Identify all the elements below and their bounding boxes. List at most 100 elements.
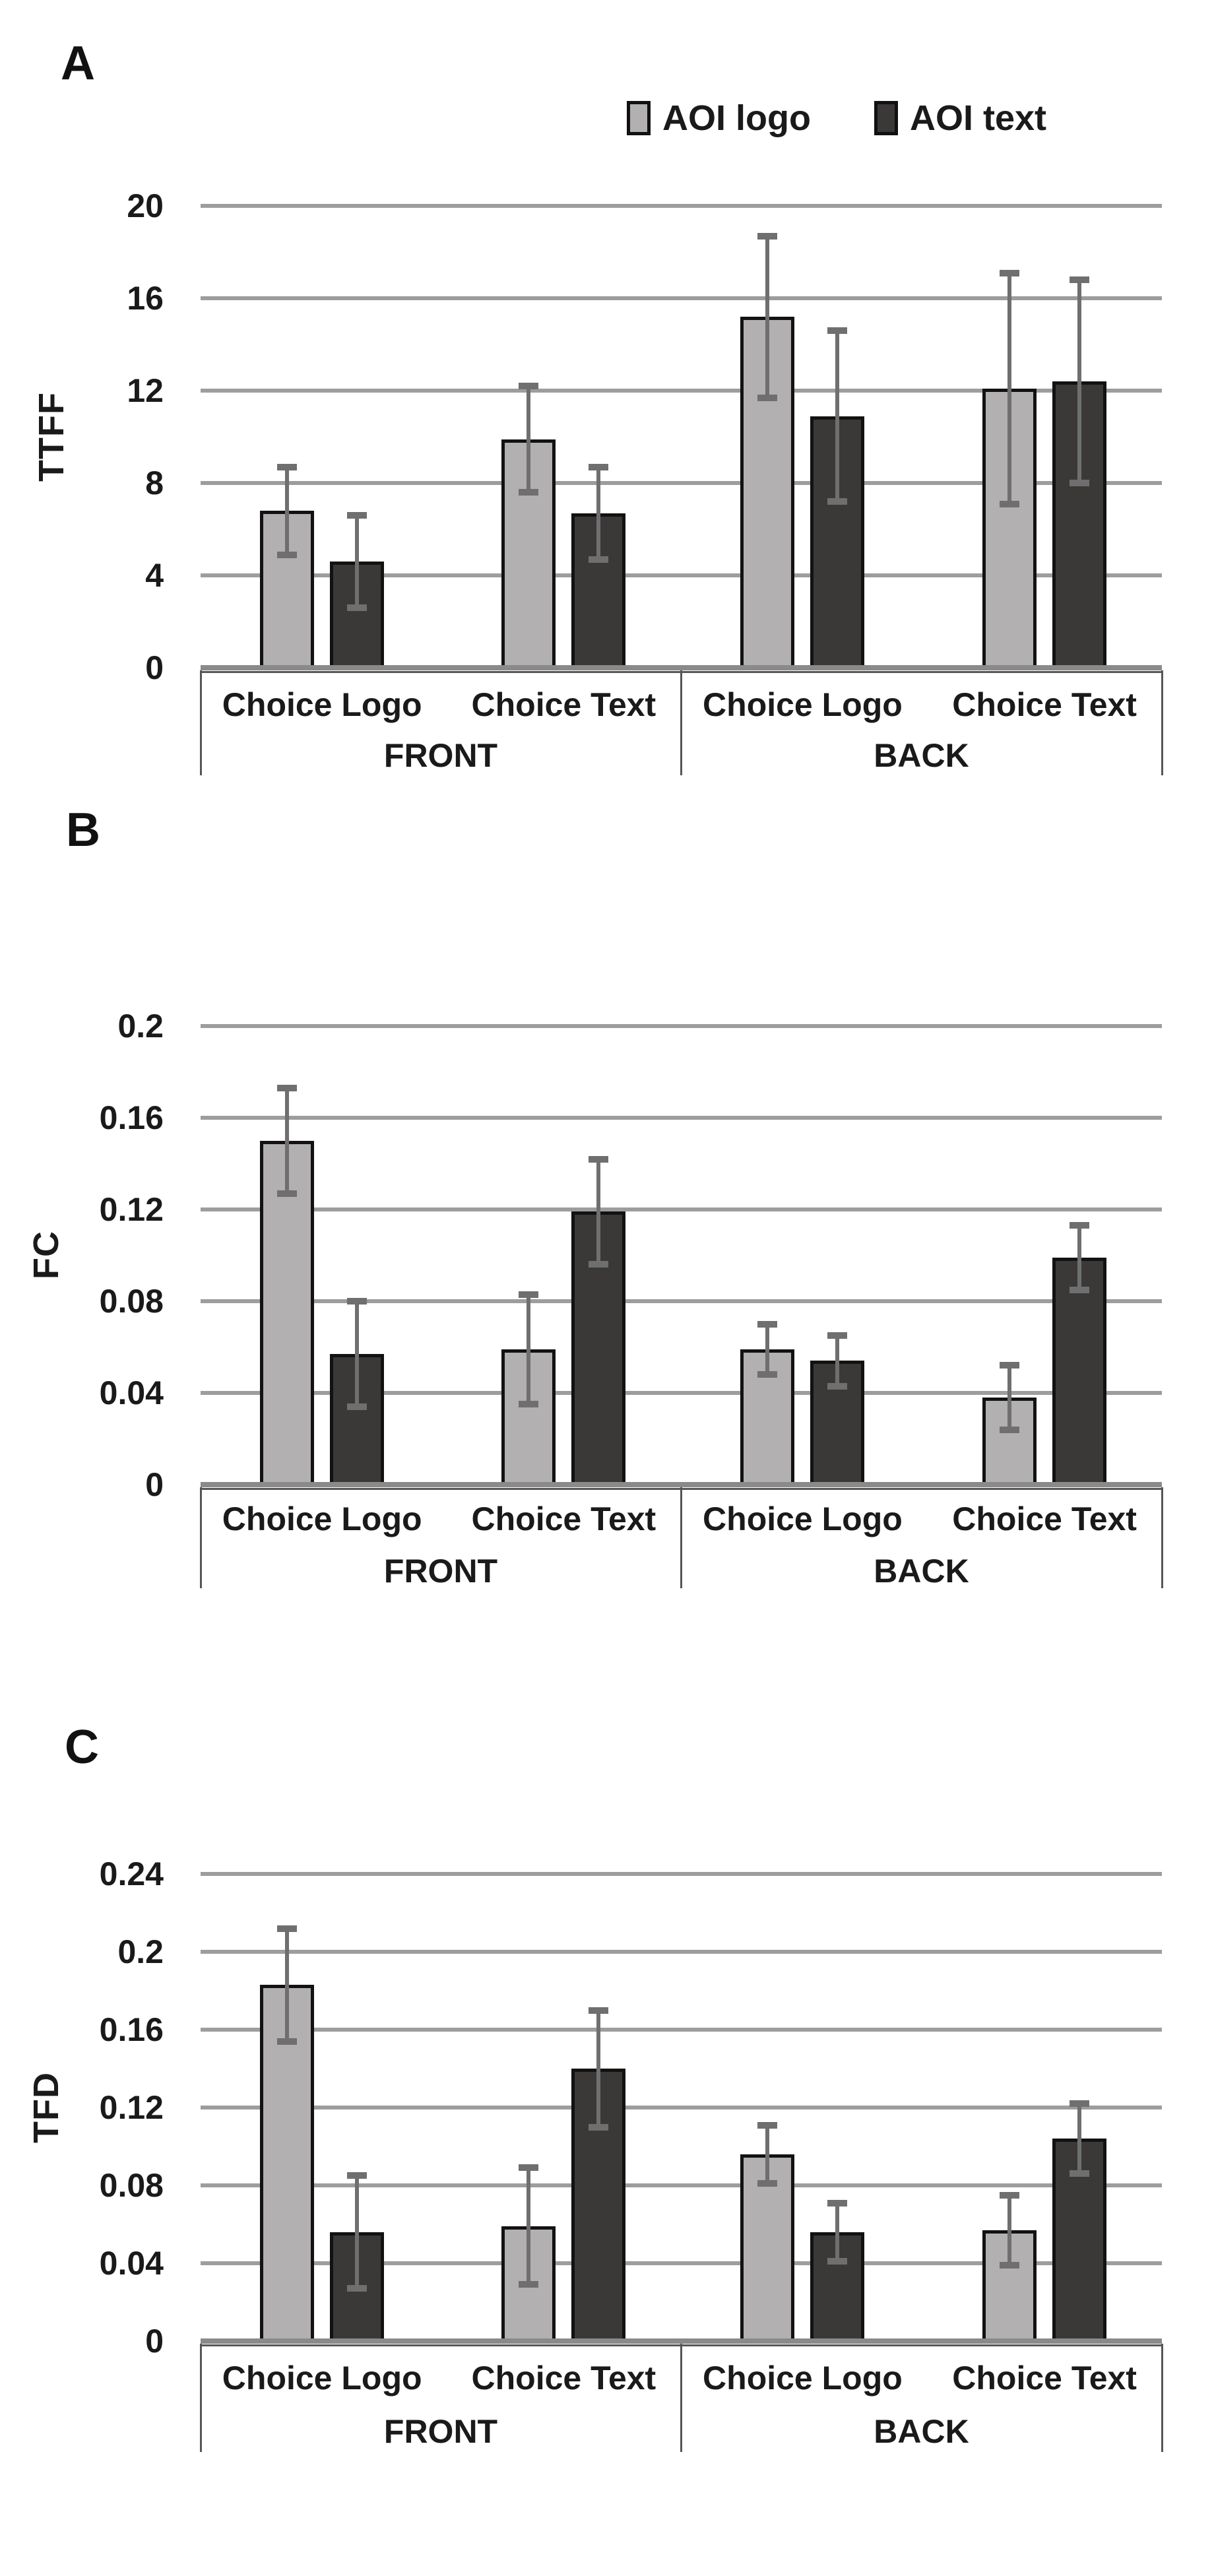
- error-bar-top-cap: [519, 1291, 539, 1298]
- error-bar: [285, 467, 290, 555]
- section-label: BACK: [874, 2413, 969, 2450]
- bar-aoi-text: [571, 2069, 626, 2344]
- section-label: FRONT: [383, 737, 498, 774]
- category-label: Choice Text: [952, 686, 1137, 723]
- category-label: Choice Text: [952, 2360, 1137, 2397]
- y-tick-label: 0.2: [117, 1008, 164, 1045]
- error-bar: [1007, 1365, 1012, 1430]
- gridline: [201, 204, 1162, 208]
- error-bar: [835, 331, 840, 501]
- error-bar-bottom-cap: [1000, 500, 1020, 507]
- error-bar: [596, 467, 601, 560]
- gridline: [201, 481, 1162, 485]
- error-bar-top-cap: [1070, 1222, 1090, 1229]
- error-bar: [355, 2175, 360, 2289]
- error-bar-top-cap: [827, 2199, 848, 2206]
- error-bar-top-cap: [1000, 2191, 1020, 2199]
- error-bar-bottom-cap: [519, 1401, 539, 1408]
- error-bar-top-cap: [757, 232, 778, 240]
- error-bar: [1077, 1225, 1082, 1290]
- error-bar-top-cap: [827, 327, 848, 334]
- bar-aoi-logo: [260, 1985, 315, 2344]
- error-bar-top-cap: [347, 1298, 367, 1304]
- x-axis-baseline: [201, 1482, 1162, 1487]
- error-bar-bottom-cap: [1000, 2261, 1020, 2269]
- gridline: [201, 1208, 1162, 1211]
- error-bar: [285, 1928, 290, 2042]
- error-bar-top-cap: [1070, 2100, 1090, 2108]
- category-label: Choice Logo: [222, 2360, 422, 2397]
- category-box-left-line: [200, 670, 202, 775]
- panel-label: A: [61, 37, 95, 90]
- y-tick-label: 0.04: [99, 1374, 164, 1411]
- y-tick-label: 8: [145, 465, 164, 501]
- error-bar: [765, 2125, 770, 2184]
- legend-item-aoi-text: AOI text: [874, 98, 1046, 139]
- panel-label: C: [65, 1721, 99, 1774]
- y-tick-label: 0.16: [99, 2011, 164, 2048]
- x-axis-baseline: [201, 2338, 1162, 2344]
- category-label: Choice Logo: [222, 1500, 422, 1537]
- category-box-left-line: [200, 2344, 202, 2452]
- error-bar-top-cap: [589, 2007, 609, 2014]
- error-bar-bottom-cap: [519, 489, 539, 496]
- y-tick-label: 0.12: [99, 2089, 164, 2126]
- error-bar: [596, 2010, 601, 2127]
- error-bar-top-cap: [277, 463, 298, 470]
- error-bar-bottom-cap: [757, 2180, 778, 2187]
- y-tick-label: 0: [145, 2323, 164, 2360]
- error-bar-top-cap: [757, 2121, 778, 2129]
- category-label: Choice Text: [471, 1500, 656, 1537]
- legend-swatch-aoi-logo-icon: [627, 101, 651, 135]
- y-tick-label: 0.2: [117, 1933, 164, 1970]
- error-bar-bottom-cap: [827, 1382, 848, 1390]
- category-box-right-line: [1161, 670, 1163, 775]
- gridline: [201, 2261, 1162, 2265]
- category-box-left-line: [200, 1487, 202, 1588]
- gridline: [201, 573, 1162, 577]
- error-bar-bottom-cap: [519, 2281, 539, 2288]
- y-tick-label: 0.08: [99, 2167, 164, 2204]
- error-bar: [835, 1336, 840, 1386]
- category-box-divider-line: [680, 1487, 682, 1588]
- error-bar-bottom-cap: [589, 2123, 609, 2131]
- category-label: Choice Logo: [222, 686, 422, 723]
- y-tick-label: 20: [127, 187, 164, 224]
- y-tick-label: 16: [127, 280, 164, 317]
- error-bar: [1007, 2195, 1012, 2265]
- error-bar-bottom-cap: [347, 2285, 367, 2292]
- y-tick-label: 0.24: [99, 1855, 164, 1892]
- error-bar-bottom-cap: [827, 2258, 848, 2265]
- gridline: [201, 1391, 1162, 1395]
- error-bar-bottom-cap: [1070, 480, 1090, 486]
- bar-aoi-logo: [260, 1140, 315, 1487]
- error-bar: [285, 1087, 290, 1194]
- gridline: [201, 1872, 1162, 1876]
- y-tick-label: 0: [145, 1466, 164, 1503]
- error-bar-bottom-cap: [1000, 1426, 1020, 1433]
- error-bar: [765, 1324, 770, 1375]
- error-bar-top-cap: [347, 2172, 367, 2179]
- category-box-right-line: [1161, 2344, 1163, 2452]
- error-bar: [1077, 280, 1082, 483]
- gridline: [201, 2106, 1162, 2109]
- error-bar: [355, 1301, 360, 1407]
- error-bar-bottom-cap: [277, 2038, 298, 2045]
- bar-aoi-logo: [260, 511, 315, 670]
- error-bar-bottom-cap: [757, 1371, 778, 1378]
- error-bar-bottom-cap: [827, 498, 848, 505]
- category-label: Choice Text: [471, 2360, 656, 2397]
- category-label: Choice Logo: [703, 2360, 903, 2397]
- error-bar-bottom-cap: [277, 1190, 298, 1197]
- section-label: BACK: [874, 1553, 969, 1590]
- error-bar: [1007, 273, 1012, 504]
- error-bar-top-cap: [1000, 1362, 1020, 1369]
- category-label: Choice Logo: [703, 1500, 903, 1537]
- category-box-divider-line: [680, 2344, 682, 2452]
- bar-aoi-text: [1052, 1257, 1107, 1487]
- error-bar-top-cap: [1000, 269, 1020, 276]
- legend: AOI logo AOI text: [627, 98, 1046, 139]
- gridline: [201, 2183, 1162, 2187]
- error-bar: [527, 386, 531, 492]
